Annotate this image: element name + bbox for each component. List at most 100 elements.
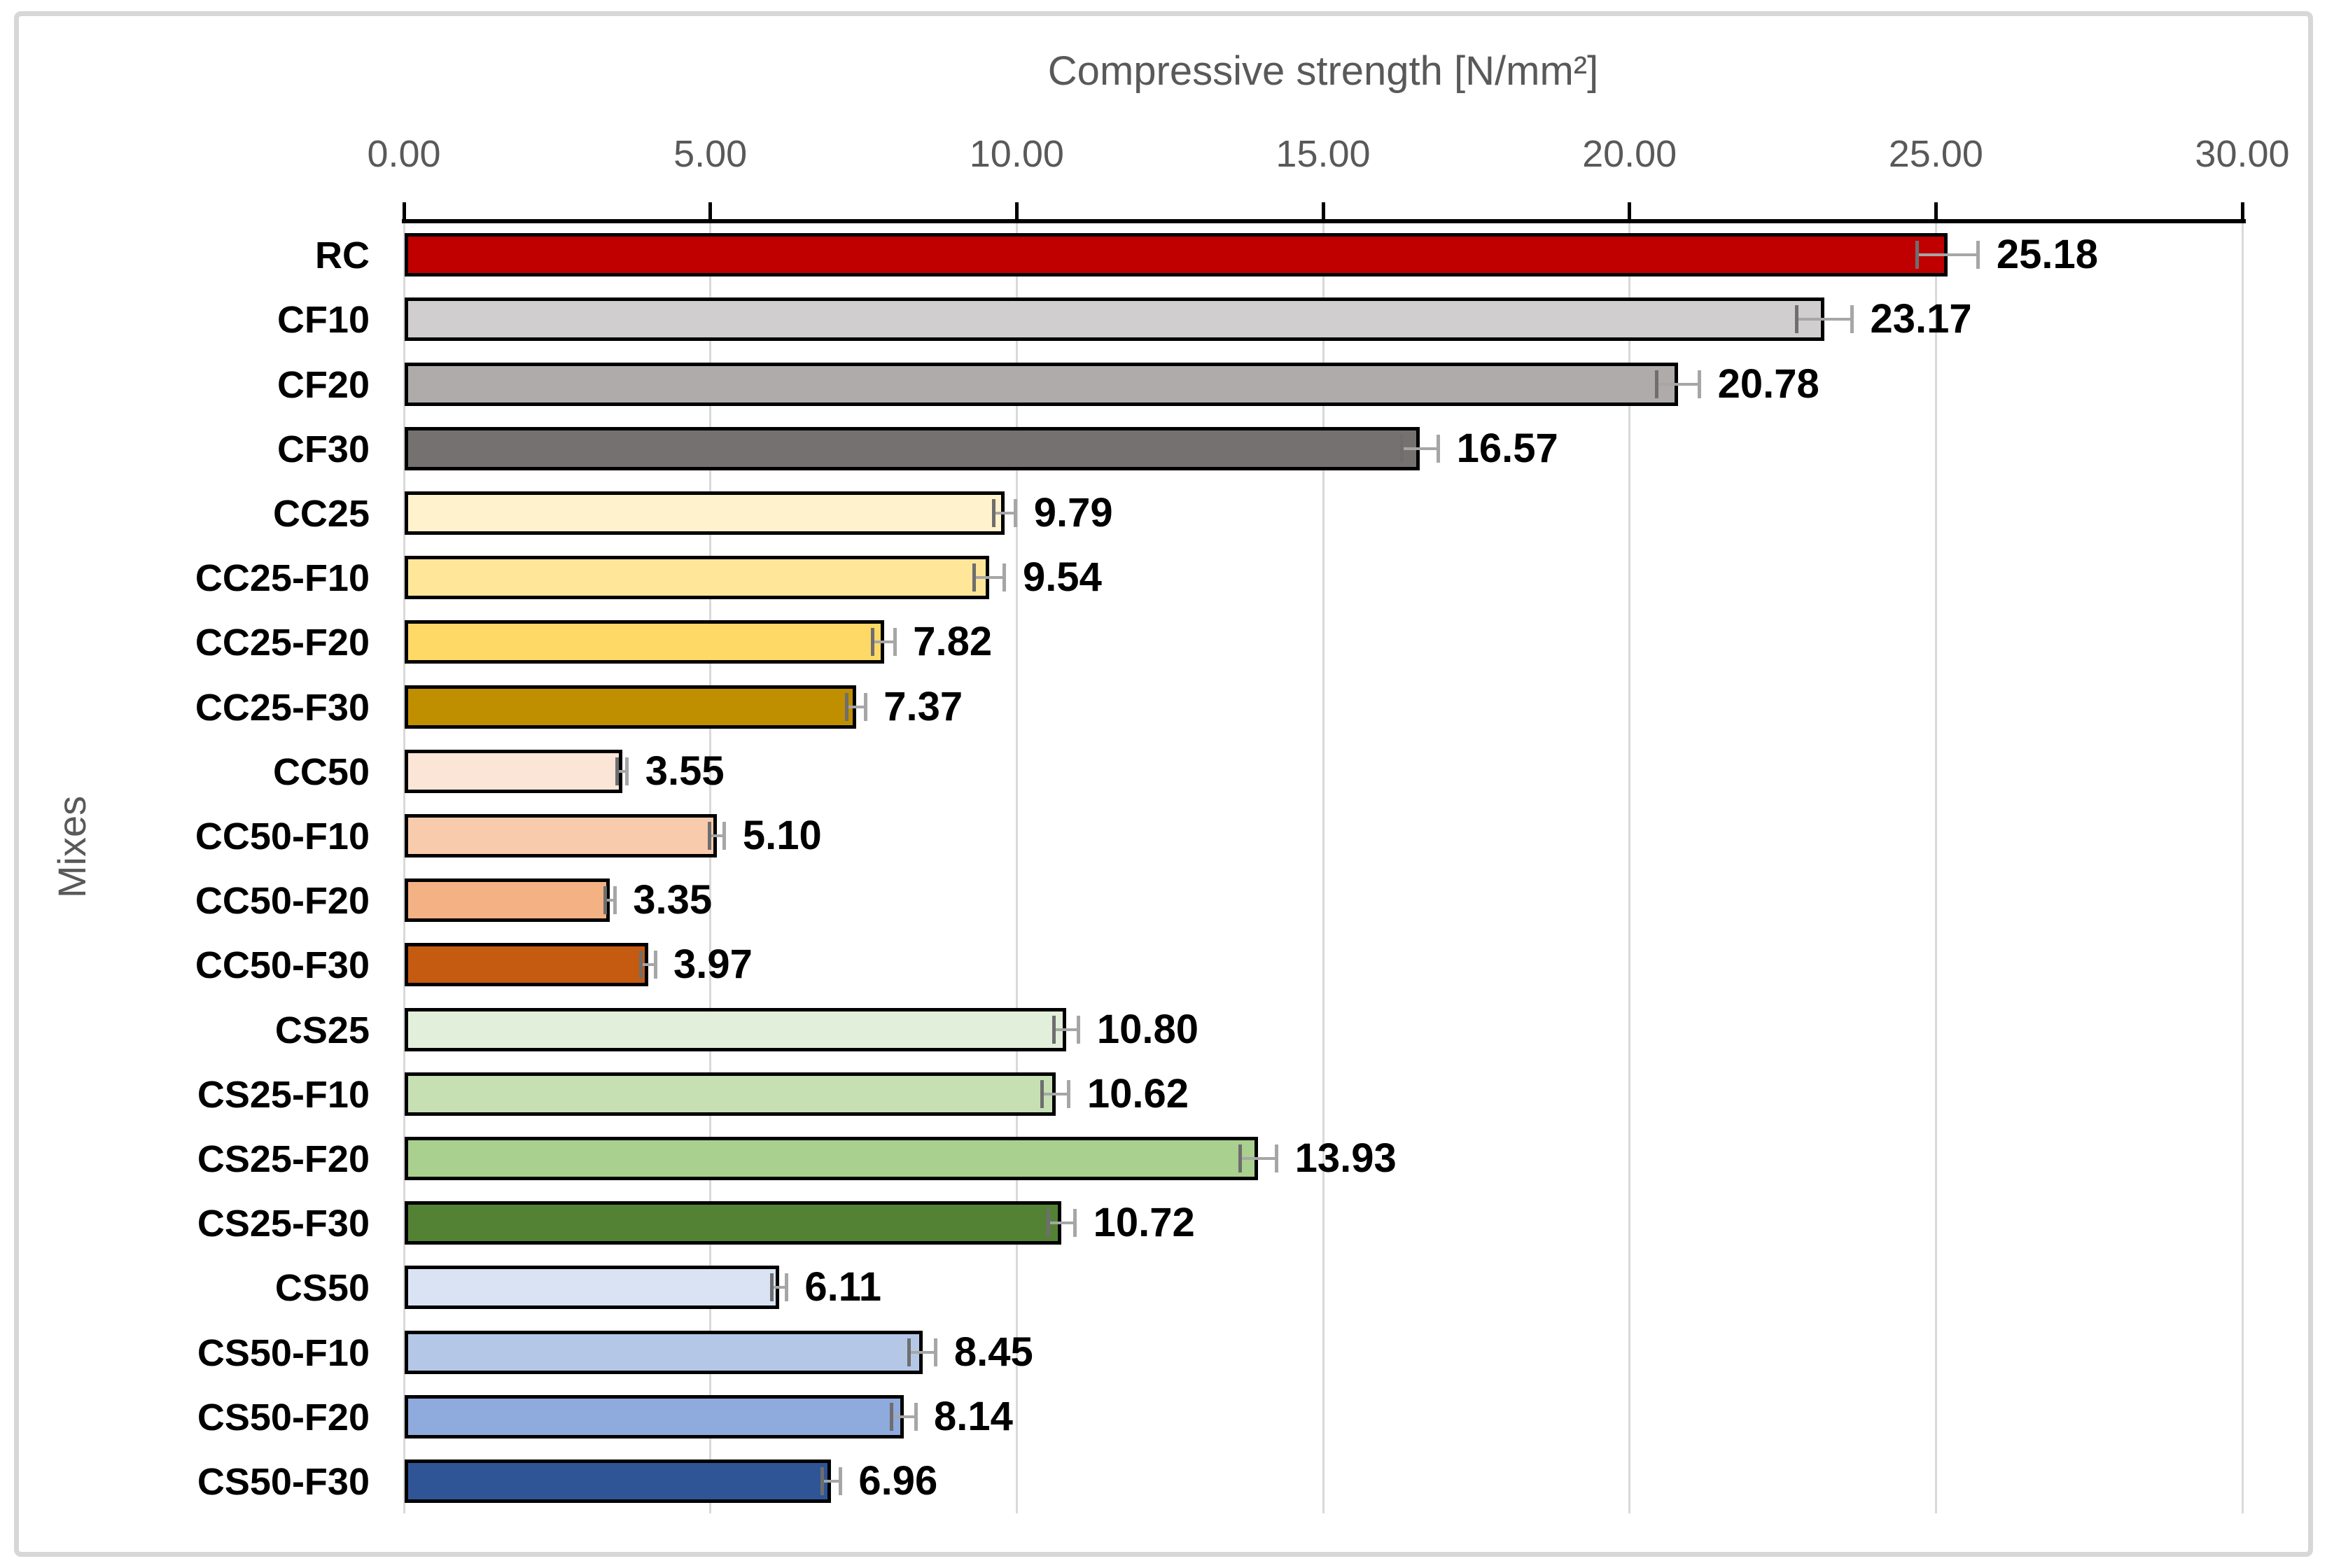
category-label: CS25-F30 [197,1203,370,1245]
x-tick-label: 20.00 [1582,133,1677,175]
error-bar-line [1917,253,1978,257]
category-label: CC50 [272,750,370,793]
error-bar-cap-inner [1052,1015,1056,1044]
error-bar-cap-inner [1399,434,1404,463]
x-tick-label: 10.00 [969,133,1064,175]
error-bar-line [1048,1222,1075,1225]
error-bar-cap-outer [1698,370,1702,398]
value-label: 3.35 [633,877,713,923]
category-label: CF10 [277,299,370,342]
x-axis-line [402,219,2246,223]
value-label: 7.37 [883,683,963,729]
error-bar-cap-inner [820,1466,824,1495]
error-bar-cap-outer [784,1273,788,1302]
error-bar-line [822,1479,841,1483]
error-bar-cap-outer [653,951,657,979]
bar [405,1394,904,1438]
category-label: CS25-F10 [197,1073,370,1116]
error-bar-line [993,511,1016,514]
error-bar-cap-outer [1437,434,1441,463]
value-label: 9.79 [1033,489,1113,536]
error-bar-cap-outer [1073,1209,1077,1238]
bar [405,362,1678,406]
error-bar-cap-outer [1014,498,1018,527]
error-bar-cap-outer [613,886,617,915]
category-label: CF20 [277,363,370,406]
error-bar-cap-inner [972,564,976,592]
value-label: 20.78 [1717,360,1819,407]
value-label: 23.17 [1870,296,1972,342]
chart-border-frame [14,11,2313,1557]
bar [405,1007,1067,1051]
error-bar-line [891,1415,916,1418]
value-label: 10.80 [1096,1006,1199,1052]
value-label: 5.10 [742,812,822,858]
category-label: CC25 [272,492,370,535]
error-bar-cap-outer [625,757,629,785]
error-bar-cap-inner [603,886,607,915]
error-bar-line [605,899,615,902]
error-bar-line [846,705,866,708]
x-tick-mark [1934,202,1938,220]
x-tick-label: 0.00 [367,133,441,175]
error-bar-cap-outer [863,692,867,721]
error-bar-cap-inner [769,1273,774,1302]
gridline [2241,223,2244,1513]
error-bar-cap-outer [1275,1144,1279,1172]
error-bar-cap-outer [1850,305,1854,334]
value-label: 6.96 [858,1457,938,1504]
error-bar-cap-outer [934,1338,938,1366]
error-bar-line [872,640,895,644]
bar [405,426,1420,470]
error-bar-line [1240,1156,1277,1160]
category-label: CC50-F30 [195,944,370,987]
value-label: 7.82 [913,619,993,665]
category-label: CS50-F20 [197,1396,370,1438]
x-tick-mark [1628,202,1632,220]
error-bar-line [909,1350,936,1354]
bar [405,298,1825,342]
error-bar-cap-inner [1795,305,1799,334]
x-tick-mark [1014,202,1019,220]
bar [405,943,648,987]
error-bar-cap-inner [638,951,643,979]
error-bar-cap-inner [615,757,620,785]
error-bar-line [1054,1028,1079,1031]
x-tick-mark [708,202,713,220]
category-label: CF30 [277,428,370,470]
error-bar-line [641,963,655,967]
error-bar-line [771,1286,787,1289]
bar [405,749,622,793]
error-bar-cap-inner [1046,1209,1050,1238]
value-label: 9.54 [1022,554,1102,601]
error-bar-cap-inner [907,1338,911,1366]
x-tick-mark [402,202,406,220]
error-bar-line [617,769,627,773]
category-label: CS25 [274,1009,370,1051]
error-bar-cap-inner [991,498,995,527]
error-bar-cap-inner [708,821,712,850]
bar [405,620,884,664]
category-label: CC25-F20 [195,622,370,664]
bar [405,1459,832,1503]
bar [405,1072,1056,1116]
value-label: 13.93 [1294,1135,1397,1181]
bar [405,878,610,923]
error-bar-cap-inner [1654,370,1658,398]
category-label: CS50-F30 [197,1460,370,1503]
error-bar-cap-inner [1915,241,1919,270]
error-bar-cap-outer [914,1402,918,1431]
error-bar-cap-inner [1238,1144,1242,1172]
error-bar-cap-outer [722,821,727,850]
category-label: CS50-F10 [197,1331,370,1374]
category-label: CS25-F20 [197,1138,370,1180]
bar [405,1136,1259,1180]
bar [405,1330,923,1374]
value-label: 10.62 [1086,1070,1189,1116]
error-bar-line [709,834,725,837]
chart-title: Compressive strength [N/mm²] [1047,48,1599,94]
x-tick-label: 25.00 [1888,133,1983,175]
gridline [1628,223,1631,1513]
value-label: 3.97 [673,941,753,988]
